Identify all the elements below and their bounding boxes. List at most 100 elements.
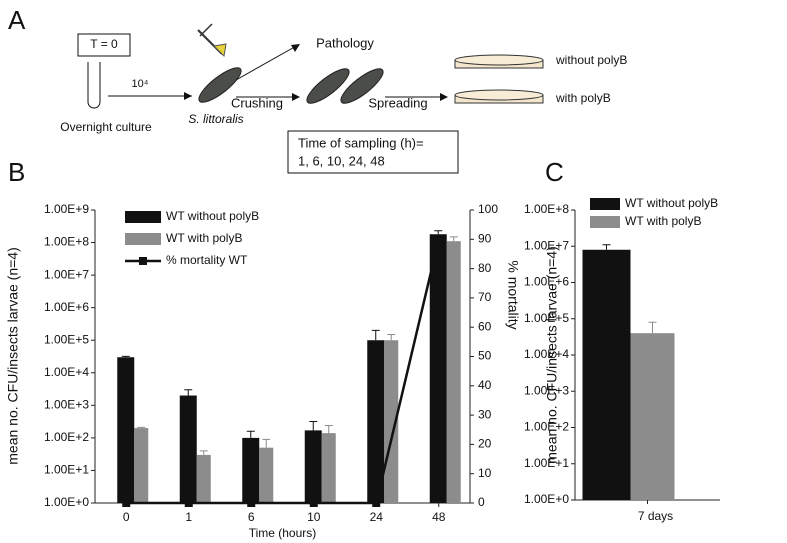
larva: [198, 67, 242, 103]
start-box: [77, 33, 131, 57]
spreading-text: Spreading: [368, 95, 427, 110]
y-tick-label: 1.00E+1: [524, 456, 569, 470]
y-tick-label: 1.00E+2: [44, 430, 89, 444]
y-tick-label: 1.00E+3: [524, 383, 569, 397]
marker: [372, 499, 381, 507]
y-tick-label: 1.00E+4: [524, 347, 569, 361]
x-tick-label: 48: [432, 510, 446, 524]
y-tick-label: 1.00E+1: [44, 463, 89, 477]
bar: [384, 340, 399, 503]
legend-swatch: [590, 216, 620, 228]
arrowhead: [184, 92, 192, 100]
x-tick-label: 24: [370, 510, 384, 524]
y-axis-label: mean no. CFU/insects larvae (n=4): [544, 246, 560, 463]
x-tick-label: 1: [185, 510, 192, 524]
bar: [630, 333, 675, 500]
y2-tick-label: 30: [478, 407, 492, 421]
marker: [122, 499, 131, 507]
legend-label: WT with polyB: [166, 231, 242, 245]
start-text: T = 0: [90, 37, 118, 51]
error-bar: [434, 230, 443, 235]
y-tick-label: 1.00E+8: [524, 202, 569, 216]
bar: [179, 395, 197, 503]
error-bar: [309, 420, 318, 431]
error-bar: [324, 425, 333, 434]
marker: [184, 499, 193, 507]
y-tick-label: 1.00E+5: [524, 311, 569, 325]
host-text: S. littoralis: [188, 112, 243, 126]
bar: [259, 447, 274, 503]
y-tick-label: 1.00E+2: [524, 420, 569, 434]
bar: [242, 437, 260, 503]
error-bar: [371, 329, 380, 341]
y-tick-label: 1.00E+7: [44, 267, 89, 281]
bar: [321, 433, 336, 503]
y-tick-label: 1.00E+7: [524, 238, 569, 252]
sampling-title: Time of sampling (h)=: [298, 135, 424, 150]
arrowhead: [291, 44, 300, 52]
y-tick-label: 1.00E+6: [44, 300, 89, 314]
error-bar: [449, 236, 458, 242]
larva: [340, 68, 384, 104]
panel-a: A T = 0 Overnight culture 10⁴ S. littora…: [8, 5, 627, 174]
error-bar: [199, 450, 208, 455]
line: [126, 239, 440, 505]
y2-tick-label: 50: [478, 349, 492, 363]
plate: [454, 54, 544, 69]
y-tick-label: 1.00E+8: [44, 235, 89, 249]
x-tick-label: 6: [248, 510, 255, 524]
x-axis-label: Time (hours): [249, 526, 317, 540]
y-tick-label: 1.00E+5: [44, 332, 89, 346]
legend-swatch: [125, 211, 161, 223]
y2-tick-label: 40: [478, 378, 492, 392]
bar: [134, 428, 149, 503]
plate-label: without polyB: [555, 53, 627, 67]
sampling-box: [287, 130, 459, 174]
legend-label: % mortality WT: [166, 253, 248, 267]
panel-label: B: [8, 157, 25, 187]
legend-label: WT without polyB: [625, 196, 718, 210]
panel-label: C: [545, 157, 564, 187]
larva: [306, 68, 350, 104]
y2-tick-label: 80: [478, 261, 492, 275]
arrowhead: [292, 93, 300, 101]
y-tick-label: 1.00E+9: [44, 202, 89, 216]
crushing-text: Crushing: [231, 95, 283, 110]
marker: [434, 235, 443, 244]
x-tick-label: 0: [123, 510, 130, 524]
error-bar: [602, 244, 611, 250]
marker: [309, 499, 318, 507]
legend-swatch: [590, 198, 620, 210]
y2-tick-label: 90: [478, 231, 492, 245]
y2-axis-label: % mortality: [505, 260, 521, 329]
legend-swatch: [125, 233, 161, 245]
y-tick-label: 1.00E+3: [44, 398, 89, 412]
y2-tick-label: 100: [478, 202, 498, 216]
y-tick-label: 1.00E+4: [44, 365, 89, 379]
error-bar: [262, 438, 271, 448]
y2-tick-label: 10: [478, 466, 492, 480]
legend-marker: [139, 257, 147, 265]
x-tick-label: 7 days: [638, 509, 673, 523]
dose-text: 10⁴: [132, 78, 149, 90]
plate-label: with polyB: [555, 91, 611, 105]
bar: [196, 454, 211, 503]
plate: [454, 89, 544, 104]
bar: [117, 357, 135, 503]
legend-label: WT without polyB: [166, 209, 259, 223]
x-tick-label: 10: [307, 510, 321, 524]
error-bar: [121, 355, 130, 358]
error-bar: [648, 321, 657, 334]
y2-tick-label: 20: [478, 437, 492, 451]
y2-tick-label: 70: [478, 290, 492, 304]
bar: [304, 430, 322, 503]
bar: [429, 234, 447, 504]
error-bar: [387, 333, 396, 341]
legend-label: WT with polyB: [625, 214, 701, 228]
y2-tick-label: 0: [478, 495, 485, 509]
bar: [582, 249, 631, 500]
error-bar: [137, 426, 146, 429]
bar: [367, 340, 385, 503]
culture-text: Overnight culture: [60, 120, 152, 134]
